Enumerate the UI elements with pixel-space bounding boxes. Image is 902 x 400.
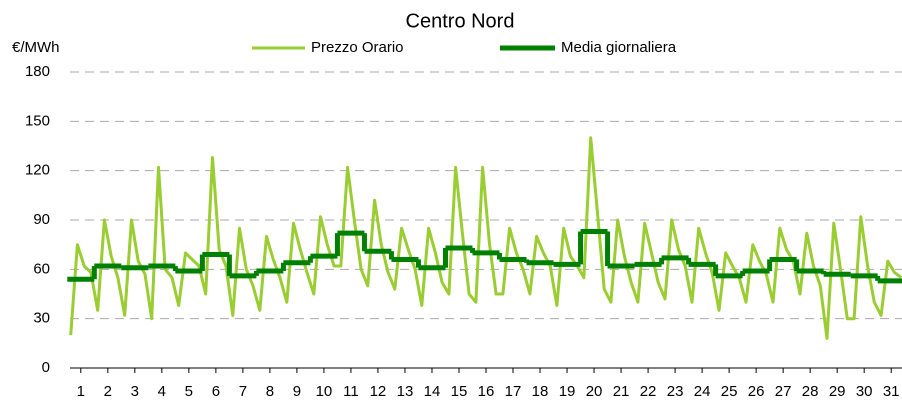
- x-tick-label: 15: [451, 383, 468, 400]
- x-tick-label: 27: [775, 383, 792, 400]
- x-tick-label: 2: [104, 383, 112, 400]
- x-tick-label: 26: [748, 383, 765, 400]
- x-tick-label: 31: [883, 383, 900, 400]
- x-tick-label: 7: [239, 383, 247, 400]
- x-tick-label: 14: [424, 383, 441, 400]
- x-tick-label: 12: [370, 383, 387, 400]
- chart-title: Centro Nord: [406, 10, 515, 32]
- x-tick-label: 11: [343, 383, 359, 400]
- price-line: [69, 136, 902, 340]
- y-tick-label: 150: [25, 112, 50, 129]
- x-tick-label: 19: [559, 383, 576, 400]
- legend-label: Media giornaliera: [561, 39, 677, 56]
- x-tick-label: 17: [505, 383, 522, 400]
- x-tick-label: 20: [586, 383, 603, 400]
- x-tick-label: 29: [829, 383, 846, 400]
- x-tick-label: 16: [478, 383, 495, 400]
- x-tick-label: 3: [131, 383, 139, 400]
- x-tick-label: 9: [293, 383, 301, 400]
- y-tick-label: 60: [33, 260, 50, 277]
- x-tick-label: 24: [694, 383, 711, 400]
- y-tick-label: 0: [42, 359, 50, 376]
- x-tick-label: 6: [212, 383, 220, 400]
- x-tick-label: 1: [77, 383, 85, 400]
- y-tick-label: 30: [33, 310, 50, 327]
- x-tick-label: 25: [721, 383, 738, 400]
- x-tick-label: 8: [266, 383, 274, 400]
- x-tick-label: 21: [613, 383, 630, 400]
- x-tick-label: 30: [856, 383, 873, 400]
- x-tick-label: 5: [185, 383, 193, 400]
- x-tick-label: 22: [640, 383, 657, 400]
- legend-label: Prezzo Orario: [311, 39, 404, 56]
- y-tick-label: 180: [25, 63, 50, 80]
- x-tick-label: 13: [397, 383, 414, 400]
- x-tick-label: 10: [316, 383, 333, 400]
- y-tick-label: 120: [25, 162, 50, 179]
- y-axis-label: €/MWh: [12, 39, 60, 56]
- y-tick-label: 90: [33, 211, 50, 228]
- x-tick-label: 28: [802, 383, 819, 400]
- x-tick-label: 18: [532, 383, 549, 400]
- x-tick-label: 23: [667, 383, 684, 400]
- x-tick-label: 4: [158, 383, 166, 400]
